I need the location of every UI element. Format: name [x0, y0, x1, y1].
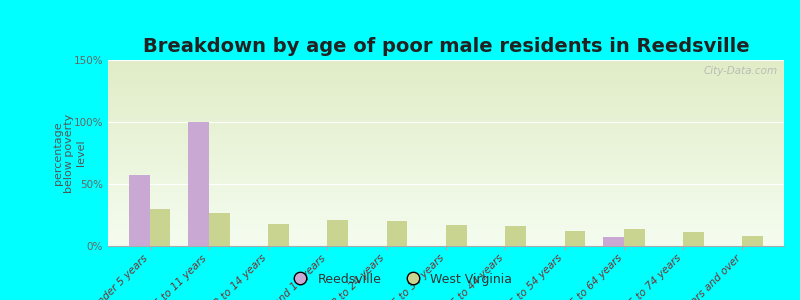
Bar	[624, 229, 645, 246]
Text: City-Data.com: City-Data.com	[703, 66, 778, 76]
Legend: Reedsville, West Virginia: Reedsville, West Virginia	[282, 268, 518, 291]
Title: Breakdown by age of poor male residents in Reedsville: Breakdown by age of poor male residents …	[142, 37, 750, 56]
Bar	[565, 231, 586, 246]
Bar	[603, 237, 624, 246]
Bar	[327, 220, 348, 246]
Bar	[683, 232, 704, 246]
Bar	[209, 212, 230, 246]
Bar	[129, 175, 150, 246]
Bar	[742, 236, 763, 246]
Bar	[386, 221, 407, 246]
Bar	[150, 209, 170, 246]
Bar	[446, 225, 466, 246]
Bar	[268, 224, 289, 246]
Bar	[506, 226, 526, 246]
Bar	[188, 122, 209, 246]
Y-axis label: percentage
below poverty
level: percentage below poverty level	[53, 113, 86, 193]
